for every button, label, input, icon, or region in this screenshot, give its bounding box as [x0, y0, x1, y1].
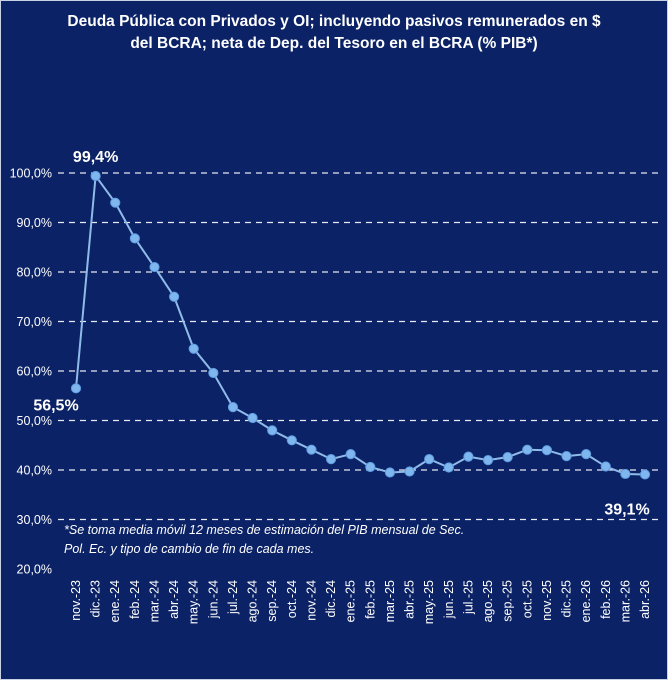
data-point	[639, 469, 651, 480]
data-point	[620, 468, 631, 480]
data-point	[267, 425, 278, 436]
data-point	[463, 451, 474, 462]
data-point	[581, 449, 592, 460]
x-tick-label: jun.-25	[442, 580, 456, 619]
data-point	[325, 454, 337, 465]
data-point	[522, 444, 533, 455]
footnote-line-2: Pol. Ec. y tipo de cambio de fin de cada…	[64, 542, 314, 556]
data-point	[424, 454, 435, 465]
grid-layer	[58, 172, 662, 521]
x-tick-label: oct.-24	[285, 580, 299, 618]
x-tick-label: dic.-25	[560, 580, 574, 618]
y-axis: 20,0% 30,0% 40,0% 50,0% 60,0% 70,0% 80,0% 90,0%…	[10, 167, 52, 577]
data-point	[482, 455, 494, 466]
x-tick-label: may.-24	[187, 580, 201, 624]
y-tick-label: 60,0%	[17, 365, 52, 379]
y-tick-label: 100,0%	[10, 167, 52, 181]
x-tick-label: mar.-24	[147, 580, 161, 622]
x-tick-label: jul.-25	[461, 580, 475, 615]
data-point	[541, 445, 552, 456]
x-tick-label: may.-25	[422, 580, 436, 624]
x-tick-label: jun.-24	[206, 580, 220, 619]
series-layer	[70, 170, 651, 480]
data-point	[70, 383, 82, 394]
x-tick-label: sep.-24	[265, 580, 279, 622]
x-tick-label: ago.-25	[481, 580, 495, 622]
x-tick-label: sep.-25	[501, 580, 515, 622]
y-tick-label: 70,0%	[17, 315, 52, 329]
data-point	[90, 170, 101, 182]
data-label: 39,1%	[604, 501, 649, 518]
y-tick-label: 20,0%	[17, 563, 52, 577]
data-point	[404, 466, 415, 477]
y-tick-label: 80,0%	[17, 266, 52, 280]
x-tick-label: nov.-23	[69, 580, 83, 621]
x-tick-label: mar.-25	[383, 580, 397, 622]
x-tick-label: ene.-24	[108, 580, 122, 622]
data-point	[227, 402, 239, 413]
data-point	[306, 444, 317, 455]
data-labels: 56,5% 99,4% 39,1%	[33, 149, 649, 518]
data-point	[345, 449, 356, 460]
x-tick-label: nov.-24	[304, 580, 318, 621]
x-tick-label: jul.-24	[226, 580, 240, 615]
data-point	[286, 435, 297, 446]
x-tick-label: abr.-26	[638, 580, 652, 619]
data-point	[208, 367, 219, 379]
x-tick-label: dic.-24	[324, 580, 338, 618]
x-tick-label: abr.-24	[167, 580, 181, 619]
data-label: 99,4%	[73, 149, 118, 166]
x-axis: nov.-23 dic.-23 ene.-24 feb.-24 mar.-24 abr.-…	[69, 580, 652, 624]
data-point	[365, 461, 376, 473]
x-tick-label: ene.-25	[344, 580, 358, 622]
data-point	[188, 343, 199, 354]
x-tick-label: feb.-24	[128, 580, 142, 619]
x-tick-label: dic.-23	[89, 580, 103, 618]
y-tick-label: 90,0%	[17, 216, 52, 230]
x-tick-label: oct.-25	[520, 580, 534, 618]
y-tick-label: 40,0%	[17, 464, 52, 478]
data-point	[110, 197, 121, 208]
data-point	[149, 261, 160, 273]
data-point	[169, 291, 180, 302]
y-tick-label: 30,0%	[17, 513, 52, 527]
data-point	[443, 462, 454, 473]
data-point	[502, 452, 513, 463]
x-tick-label: ago.-24	[246, 580, 260, 622]
data-label: 56,5%	[33, 397, 78, 414]
x-tick-label: feb.-26	[599, 580, 613, 619]
y-tick-label: 50,0%	[17, 414, 52, 428]
x-tick-label: nov.-25	[540, 580, 554, 621]
chart-title-line-2: del BCRA; neta de Dep. del Tesoro en el …	[130, 35, 537, 52]
series-line	[75, 173, 646, 476]
x-tick-label: abr.-25	[403, 580, 417, 619]
x-tick-label: ene.-26	[579, 580, 593, 622]
data-point	[247, 412, 258, 424]
chart-title-line-1: Deuda Pública con Privados y OI; incluye…	[67, 13, 601, 30]
x-tick-label: feb.-25	[363, 580, 377, 619]
data-point	[561, 451, 572, 462]
footnote-line-1: *Se toma media móvil 12 meses de estimac…	[64, 523, 464, 537]
data-point	[384, 467, 396, 478]
x-tick-label: mar.-26	[618, 580, 632, 622]
data-point	[129, 233, 140, 244]
data-point	[600, 461, 611, 472]
